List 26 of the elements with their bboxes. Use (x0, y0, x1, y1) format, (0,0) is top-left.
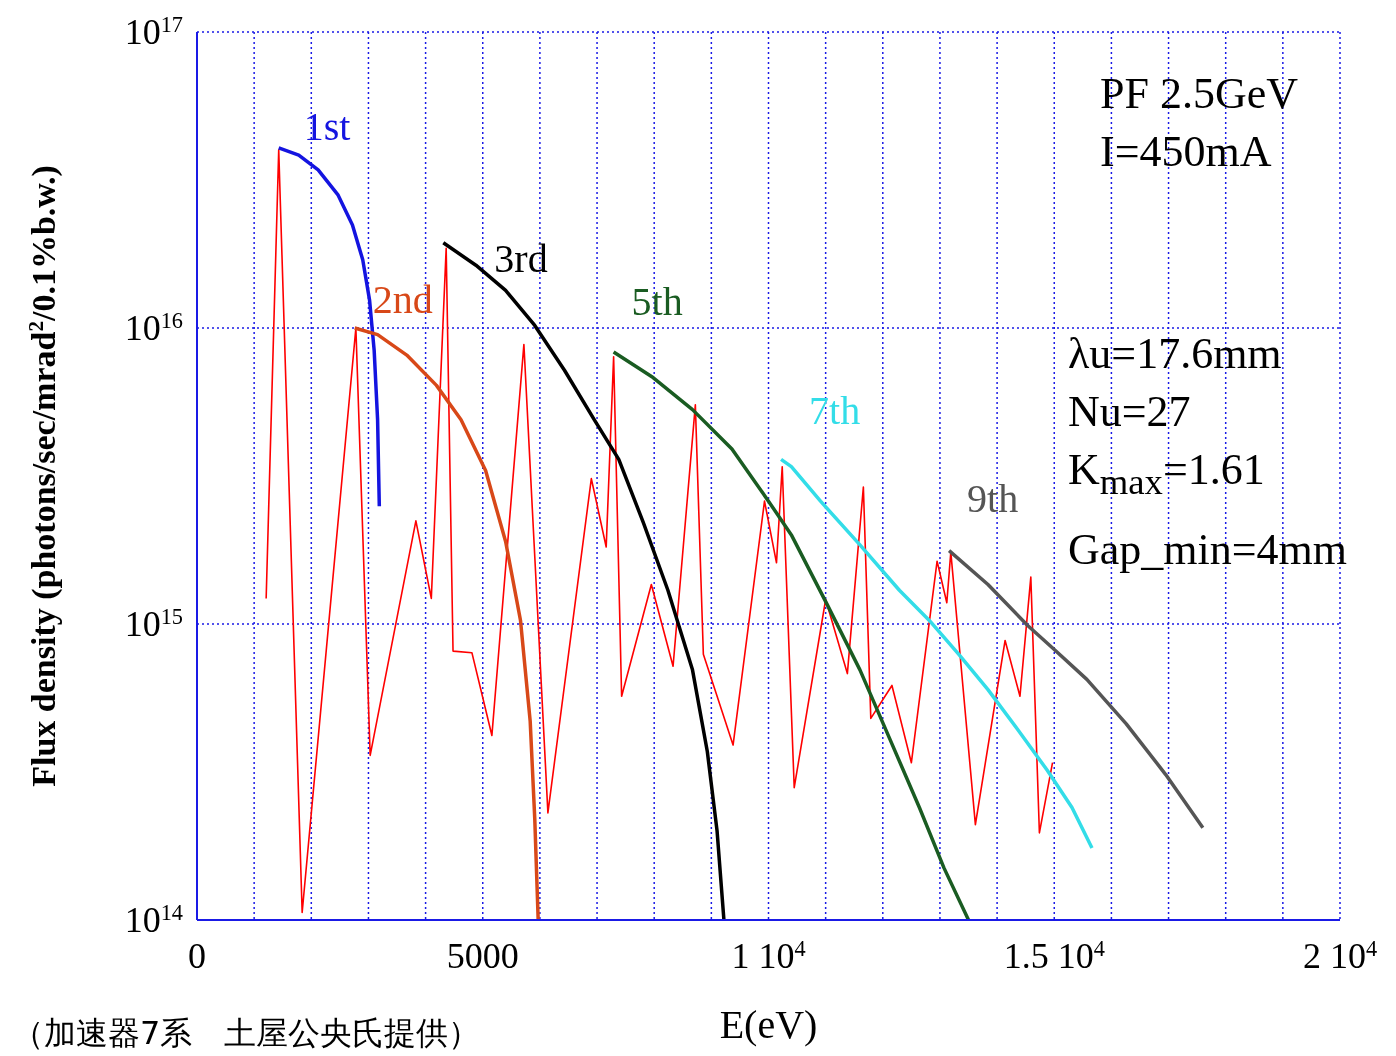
annotation: PF 2.5GeV (1100, 69, 1299, 119)
series-label: 1st (303, 103, 351, 149)
series-label: 9th (967, 475, 1019, 521)
x-tick-label: 1.5 10$^{4}$ (1003, 935, 1105, 976)
series-label: 7th (809, 388, 861, 434)
y-tick-label: 10$^{14}$ (124, 899, 183, 940)
annotation: K$_{max}$=1.61 (1068, 445, 1265, 503)
series-label: 2nd (372, 277, 433, 322)
y-tick-label: 10$^{17}$ (124, 11, 183, 52)
series-label: 5th (631, 278, 683, 324)
y-tick-label: 10$^{15}$ (124, 603, 183, 644)
annotation: Nu=27 (1068, 387, 1191, 437)
annotation: I=450mA (1100, 127, 1272, 177)
annotation: Gap_min=4mm (1068, 525, 1348, 575)
x-tick-label: 5000 (446, 936, 519, 976)
x-tick-label: 0 (188, 936, 206, 976)
x-tick-label: 2 10$^{4}$ (1302, 935, 1378, 976)
line-series (441, 241, 726, 920)
series-label: 3rd (494, 235, 548, 281)
line-series (352, 326, 540, 920)
line-series (265, 148, 1054, 914)
text: （加速器7系 土屋公央氏提供） (12, 1014, 481, 1053)
annotation: λu=17.6mm (1068, 329, 1282, 379)
x-tick-label: 1 10$^{4}$ (731, 935, 806, 976)
x-axis-title: E(eV) (719, 1002, 818, 1047)
y-tick-label: 10$^{16}$ (124, 307, 183, 348)
